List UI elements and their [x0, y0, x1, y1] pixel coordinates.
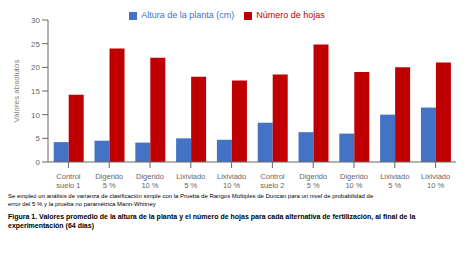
svg-text:20: 20 — [31, 63, 40, 72]
svg-text:Digerido5 %: Digerido5 % — [299, 172, 327, 188]
svg-text:Digerido5 %: Digerido5 % — [95, 172, 123, 188]
svg-text:Lixiviado10 %: Lixiviado10 % — [217, 172, 246, 188]
html-text:Altura de la planta (cm): Altura de la planta (cm) — [141, 10, 235, 20]
svg-text:10: 10 — [31, 111, 40, 120]
svg-text:30: 30 — [31, 16, 40, 25]
svg-text:Lixiviado5 %: Lixiviado5 % — [380, 172, 409, 188]
html-text:Número de hojas: Número de hojas — [256, 10, 325, 20]
svg-text:Lixiviado5 %: Lixiviado5 % — [176, 172, 205, 188]
html-text:error del 5 % y la prueba no p: error del 5 % y la prueba no paramétrica… — [8, 201, 156, 207]
svg-text:5: 5 — [36, 134, 41, 143]
svg-text:15: 15 — [31, 87, 40, 96]
svg-text:0: 0 — [36, 158, 41, 167]
svg-text:Controlsuelo 2: Controlsuelo 2 — [260, 172, 285, 188]
svg-text:Controlsuelo 1: Controlsuelo 1 — [56, 172, 81, 188]
html-text:Se empleó un análisis de varia: Se empleó un análisis de varianza de cla… — [8, 193, 374, 199]
svg-text:Valores absolutos: Valores absolutos — [12, 60, 21, 123]
svg-text:Digerido10 %: Digerido10 % — [340, 172, 368, 188]
svg-text:25: 25 — [31, 40, 40, 49]
svg-text:Digerido10 %: Digerido10 % — [136, 172, 164, 188]
svg-text:Lixiviado10 %: Lixiviado10 % — [421, 172, 450, 188]
html-text:Figura 1. Valores promedio de: Figura 1. Valores promedio de la altura … — [8, 213, 416, 229]
